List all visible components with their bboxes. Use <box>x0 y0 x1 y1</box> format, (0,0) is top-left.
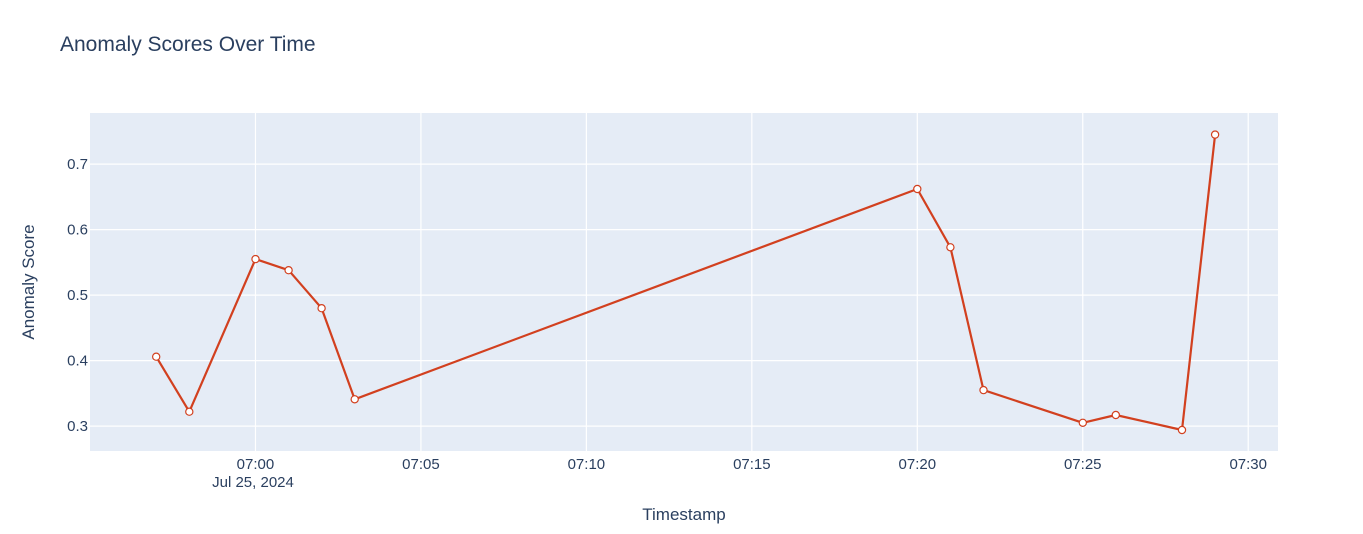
y-axis-title: Anomaly Score <box>19 224 38 339</box>
data-point[interactable] <box>1177 425 1187 435</box>
y-tick-label: 0.4 <box>67 353 88 370</box>
x-tick-label: 07:05 <box>402 456 440 473</box>
x-tick-label: 07:15 <box>733 456 771 473</box>
series-layer <box>151 130 1220 435</box>
x-axis-date-label: Jul 25, 2024 <box>212 474 294 491</box>
chart-title: Anomaly Scores Over Time <box>60 33 316 56</box>
data-point[interactable] <box>946 243 955 252</box>
x-tick-label: 07:30 <box>1229 456 1267 473</box>
plot-area <box>90 113 1278 451</box>
data-point[interactable] <box>1078 418 1088 427</box>
data-point[interactable] <box>284 266 293 275</box>
x-tick-label: 07:20 <box>899 456 937 473</box>
x-axis-title: Timestamp <box>642 505 725 524</box>
data-point[interactable] <box>1111 410 1121 420</box>
y-tick-label: 0.3 <box>67 418 88 435</box>
y-tick-label: 0.6 <box>67 222 88 239</box>
data-point[interactable] <box>151 352 161 361</box>
data-point[interactable] <box>185 407 194 416</box>
y-axis-ticks: 0.3 0.4 0.5 0.6 0.7 <box>67 156 88 435</box>
data-point[interactable] <box>913 184 922 194</box>
data-point[interactable] <box>251 254 260 264</box>
grid-lines <box>90 113 1278 451</box>
x-tick-label: 07:25 <box>1064 456 1102 473</box>
x-axis-ticks: 07:00 07:05 07:10 07:15 07:20 07:25 07:30 <box>237 456 1267 473</box>
data-point[interactable] <box>979 385 988 395</box>
y-tick-label: 0.5 <box>67 287 88 304</box>
x-tick-label: 07:10 <box>568 456 606 473</box>
data-point[interactable] <box>350 395 359 404</box>
data-point[interactable] <box>317 304 326 313</box>
data-point[interactable] <box>1210 130 1220 139</box>
x-tick-label: 07:00 <box>237 456 275 473</box>
y-tick-label: 0.7 <box>67 156 88 173</box>
